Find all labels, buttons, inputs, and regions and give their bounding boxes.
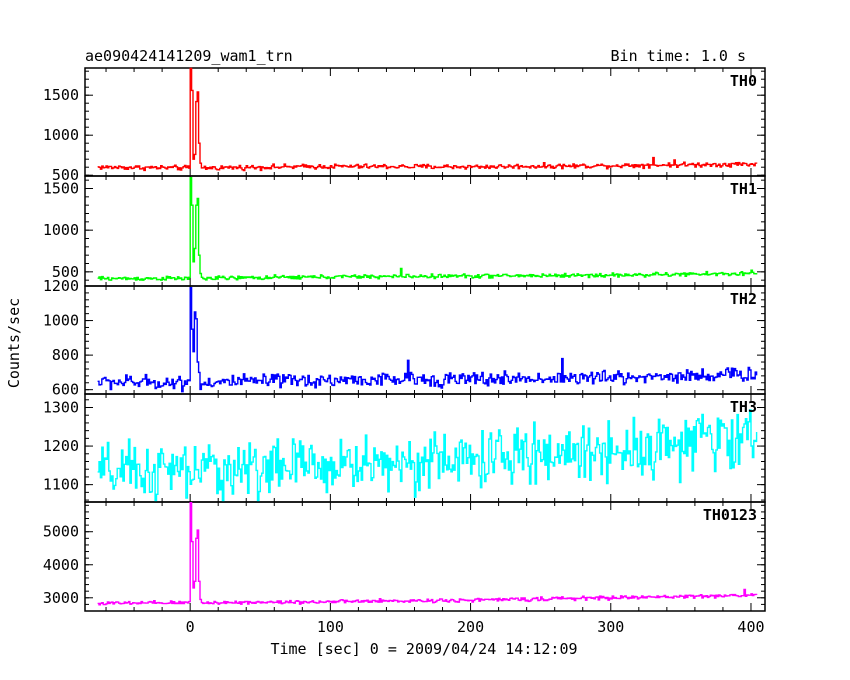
series-name-label: TH1 [730, 180, 757, 198]
series-line-th1 [97, 177, 758, 281]
x-tick-label: 300 [597, 618, 624, 636]
panel-frame [84, 175, 766, 287]
y-tick-label: 1000 [43, 221, 79, 239]
y-tick-label: 1300 [43, 399, 79, 417]
series-line-th0 [97, 67, 758, 172]
y-tick-label: 1000 [43, 126, 79, 144]
y-tick-label: 500 [52, 263, 79, 281]
series-name-label: TH0 [730, 72, 757, 90]
x-tick-label: 0 [186, 618, 195, 636]
y-tick-label: 3000 [43, 589, 79, 607]
y-tick-label: 1200 [43, 437, 79, 455]
chart-title-right: Bin time: 1.0 s [611, 47, 746, 65]
series-line-th3 [97, 409, 758, 503]
panel-th0123: 3000 4000 5000 TH0123 0 100 200 300 400 [43, 501, 766, 636]
y-tick-label: 1100 [43, 476, 79, 494]
y-tick-label: 4000 [43, 556, 79, 574]
y-tick-label: 600 [52, 381, 79, 399]
x-axis-label: Time [sec] 0 = 2009/04/24 14:12:09 [270, 640, 577, 658]
series-name-label: TH0123 [703, 506, 757, 524]
y-tick-label: 1200 [43, 277, 79, 295]
series-name-label: TH3 [730, 398, 757, 416]
chart-title-left: ae090424141209_wam1_trn [85, 47, 293, 65]
x-tick-label: 100 [317, 618, 344, 636]
y-tick-label: 5000 [43, 523, 79, 541]
panel-th1: 500 1000 1500 TH1 [43, 175, 766, 287]
y-tick-label: 500 [52, 166, 79, 184]
panel-frame [84, 501, 766, 612]
series-line-th0123 [97, 502, 758, 606]
series-line-th2 [97, 287, 758, 393]
y-tick-label: 800 [52, 346, 79, 364]
x-tick-label: 200 [457, 618, 484, 636]
y-tick-label: 1500 [43, 180, 79, 198]
panel-th0: 500 1000 1500 TH0 [43, 67, 766, 184]
y-axis-label: Counts/sec [5, 298, 23, 388]
series-name-label: TH2 [730, 290, 757, 308]
x-tick-label: 400 [737, 618, 764, 636]
panel-th3: 1100 1200 1300 TH3 [43, 393, 766, 503]
panel-frame [84, 67, 766, 177]
panel-th2: 600 800 1000 1200 TH2 [43, 277, 766, 399]
y-tick-label: 1500 [43, 86, 79, 104]
y-tick-label: 1000 [43, 312, 79, 330]
